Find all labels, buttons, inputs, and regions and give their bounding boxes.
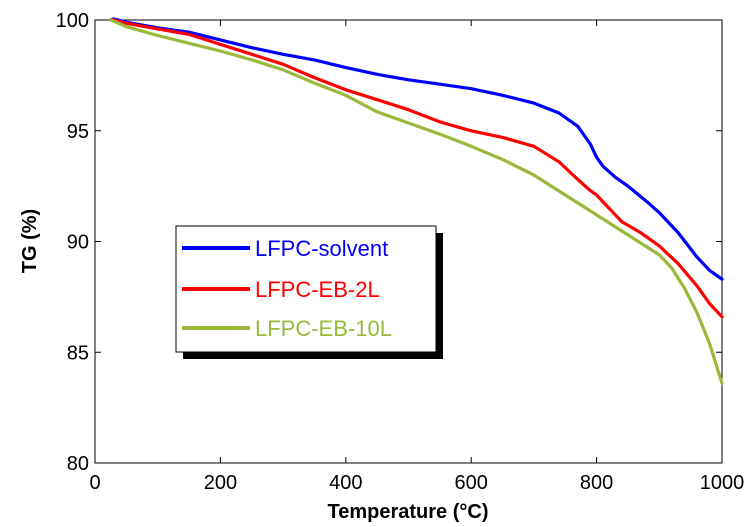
x-tick-label: 0	[89, 472, 100, 494]
y-tick-label: 100	[56, 10, 89, 32]
y-tick-label: 90	[67, 232, 89, 254]
y-axis-label: TG (%)	[19, 209, 41, 273]
tick-layer: 0 200 400 600 800 1000 80 85 90 95 100	[56, 10, 745, 494]
legend-label-lfpc-solvent: LFPC-solvent	[255, 236, 388, 261]
x-tick-label: 400	[329, 472, 362, 494]
x-tick-label: 800	[580, 472, 613, 494]
series-line-lfpc-eb-2l	[109, 18, 724, 319]
legend: LFPC-solvent LFPC-EB-2L LFPC-EB-10L	[175, 225, 443, 359]
x-axis-label: Temperature (°C)	[328, 501, 489, 523]
x-tick-label: 1000	[700, 472, 745, 494]
series-line-lfpc-solvent	[109, 17, 724, 281]
x-tick-label: 200	[204, 472, 237, 494]
x-tick-label: 600	[455, 472, 488, 494]
y-tick-label: 80	[67, 453, 89, 475]
series-layer	[109, 17, 724, 385]
legend-label-lfpc-eb-2l: LFPC-EB-2L	[255, 277, 380, 302]
series-line-lfpc-eb-10l	[109, 18, 724, 385]
y-tick-label: 85	[67, 342, 89, 364]
legend-label-lfpc-eb-10l: LFPC-EB-10L	[255, 316, 392, 341]
y-tick-label: 95	[67, 121, 89, 143]
